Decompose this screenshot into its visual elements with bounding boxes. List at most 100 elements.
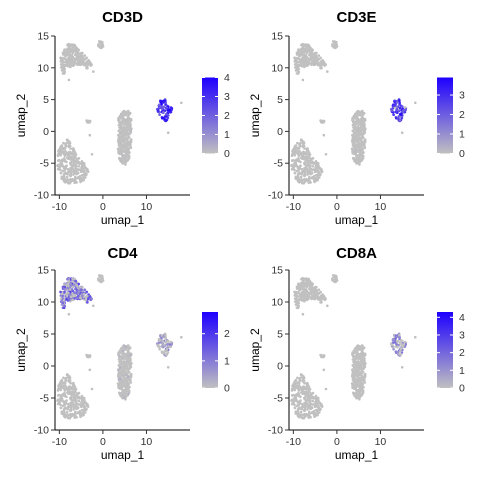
cell-point xyxy=(124,130,127,134)
cell-point xyxy=(121,114,125,118)
cell-point xyxy=(297,285,301,289)
cell-point xyxy=(164,341,168,344)
cell-point xyxy=(291,394,294,397)
cell-point xyxy=(295,301,299,305)
cell-point xyxy=(58,382,61,386)
cell-point xyxy=(90,153,94,156)
y-axis-label: umap_2 xyxy=(14,93,28,137)
cell-point xyxy=(307,57,310,60)
cell-point xyxy=(69,381,72,385)
cell-point xyxy=(319,119,322,122)
cell-point xyxy=(302,405,306,409)
cell-point xyxy=(61,295,64,298)
y-tick-label: -5 xyxy=(274,158,283,170)
cell-point xyxy=(122,143,126,146)
cell-point xyxy=(308,171,312,175)
cell-point xyxy=(60,410,64,414)
cell-point xyxy=(79,62,82,65)
cell-point xyxy=(355,146,358,150)
cell-point xyxy=(65,373,69,377)
panel-title: CD3D xyxy=(102,9,143,26)
cell-point xyxy=(117,377,121,381)
cell-point xyxy=(396,345,399,349)
cell-point xyxy=(308,388,312,391)
cell-point xyxy=(302,416,306,420)
cell-point xyxy=(76,406,80,410)
cell-point xyxy=(169,106,173,109)
cell-point xyxy=(358,143,362,147)
cell-point xyxy=(118,366,122,369)
cell-point xyxy=(118,121,121,124)
cell-point xyxy=(305,51,309,55)
cell-point xyxy=(296,175,300,178)
cell-point xyxy=(164,99,167,102)
cell-point xyxy=(361,154,365,158)
cell-point xyxy=(127,347,131,351)
cell-point xyxy=(71,400,74,404)
cell-point xyxy=(68,156,72,160)
cell-point xyxy=(63,381,67,384)
cell-point xyxy=(71,393,75,396)
colorbar-tick-label: 1 xyxy=(459,129,465,141)
cell-point xyxy=(162,351,166,354)
cell-point xyxy=(162,345,165,349)
cell-point xyxy=(308,390,311,394)
cell-point xyxy=(352,135,356,139)
cell-point xyxy=(169,345,173,348)
cell-point xyxy=(65,294,69,298)
cell-point xyxy=(297,290,300,294)
cell-point xyxy=(117,385,121,388)
cell-point xyxy=(352,370,356,373)
cell-point xyxy=(356,378,360,381)
cell-point xyxy=(59,384,63,388)
cell-point xyxy=(121,345,125,348)
cell-point xyxy=(299,63,302,67)
cell-point xyxy=(74,411,77,415)
cell-point xyxy=(77,157,81,160)
cell-point xyxy=(88,295,92,299)
cell-point xyxy=(299,175,303,179)
y-tick-label: 0 xyxy=(277,126,283,138)
cell-point xyxy=(125,389,128,393)
cell-point xyxy=(313,177,316,181)
cell-point xyxy=(124,365,127,369)
cell-point xyxy=(56,402,60,406)
cell-point xyxy=(295,384,299,388)
cell-point xyxy=(75,181,78,184)
cell-point xyxy=(313,62,316,65)
cell-point xyxy=(360,117,363,121)
cell-point xyxy=(305,393,309,396)
cell-point xyxy=(305,280,309,283)
cell-point xyxy=(361,128,365,132)
cell-point xyxy=(295,295,298,298)
cell-point xyxy=(84,62,87,65)
colorbar-tick-label: 2 xyxy=(459,347,465,359)
cell-point xyxy=(313,296,316,300)
cell-point xyxy=(313,57,316,60)
cell-point xyxy=(71,158,75,161)
cell-point xyxy=(69,173,73,176)
cell-point xyxy=(72,170,76,174)
cell-point xyxy=(361,126,364,129)
cell-point xyxy=(401,105,404,108)
cell-point xyxy=(360,344,364,347)
cell-point xyxy=(77,60,80,64)
cell-point xyxy=(302,391,306,395)
cell-point xyxy=(299,395,302,399)
cell-point xyxy=(61,61,64,64)
cell-point xyxy=(167,105,170,108)
cell-point xyxy=(65,399,68,402)
cell-point xyxy=(355,154,358,157)
cell-point xyxy=(351,118,354,122)
cell-point xyxy=(311,391,315,395)
cell-point xyxy=(290,389,294,392)
cell-point xyxy=(77,411,80,414)
cell-point xyxy=(331,43,334,46)
cell-point xyxy=(122,366,125,369)
cell-point xyxy=(360,122,364,126)
cell-point xyxy=(60,146,63,149)
cell-point xyxy=(360,352,363,356)
cell-point xyxy=(65,376,68,380)
cell-point xyxy=(299,294,303,298)
